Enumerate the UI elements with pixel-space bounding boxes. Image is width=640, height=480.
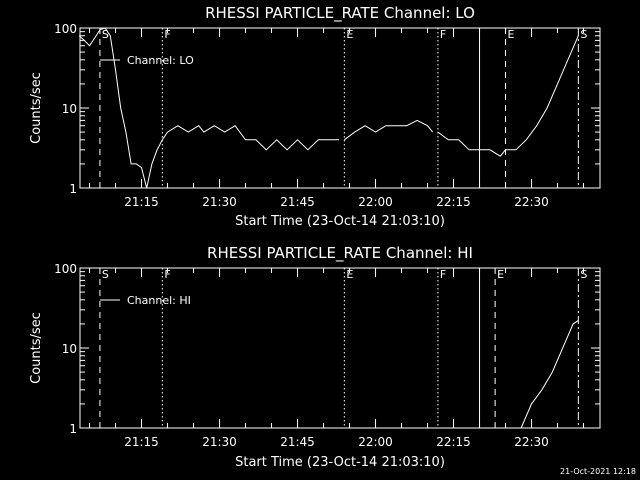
y-tick-label: 10 [62,102,77,116]
x-tick-label: 21:45 [280,435,315,449]
x-axis-label: Start Time (23-Oct-14 21:03:10) [235,455,445,470]
x-tick-label: 21:30 [202,195,237,209]
x-tick-label: 21:45 [280,195,315,209]
series-line [161,125,340,151]
plot-frame [79,27,601,189]
x-tick-label: 22:15 [436,435,471,449]
y-tick-label: 10 [62,342,77,356]
marker-label: F [164,268,170,281]
y-tick-label: 100 [54,22,77,36]
chart-title: RHESSI PARTICLE_RATE Channel: HI [207,244,473,263]
marker-label: F [440,268,446,281]
x-tick-label: 21:15 [124,435,159,449]
y-tick-label: 1 [69,182,77,196]
marker-label: E [346,28,353,41]
y-axis-label: Counts/sec [29,312,44,384]
chart-title: RHESSI PARTICLE_RATE Channel: LO [205,4,475,23]
x-axis-label: Start Time (23-Oct-14 21:03:10) [235,214,445,229]
y-axis-label: Counts/sec [29,72,44,144]
x-tick-label: 22:00 [358,435,393,449]
x-tick-label: 22:00 [358,195,393,209]
marker-label: F [440,28,446,41]
marker-label: S [580,268,587,281]
panel-lo: RHESSI PARTICLE_RATE Channel: LO 1 10 100 21… [29,4,601,229]
marker-label: S [102,28,109,41]
legend-label: Channel: LO [127,54,194,67]
panel-hi: RHESSI PARTICLE_RATE Channel: HI 1 10 100 21… [29,244,601,470]
marker-label: S [580,28,587,41]
series-line [479,35,579,157]
legend-label: Channel: HI [127,294,191,307]
series-line [344,119,434,141]
series-line [78,27,163,189]
x-tick-label: 22:30 [514,195,549,209]
marker-label: E [497,268,504,281]
series-line [520,320,579,429]
x-tick-label: 22:30 [514,435,549,449]
y-tick-label: 100 [54,262,77,276]
x-tick-label: 21:30 [202,435,237,449]
plot-frame [79,267,601,429]
marker-label: F [164,28,170,41]
x-tick-label: 22:15 [436,195,471,209]
footer-date: 21-Oct-2021 12:18 [560,467,636,476]
marker-label: E [346,268,353,281]
x-tick-label: 21:15 [124,195,159,209]
y-tick-label: 1 [69,422,77,436]
marker-label: S [102,268,109,281]
series-line [437,131,480,151]
marker-label: E [508,28,515,41]
